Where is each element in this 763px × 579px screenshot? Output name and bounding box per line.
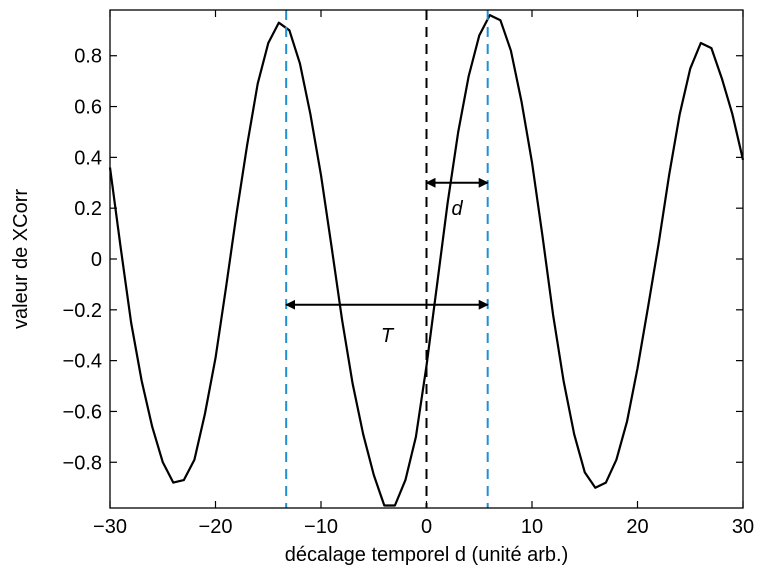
- annotation-label-T: T: [381, 325, 395, 347]
- y-tick-label: 0.2: [74, 198, 102, 220]
- y-tick-label: 0: [91, 249, 102, 271]
- y-tick-label: 0.6: [74, 97, 102, 119]
- x-tick-label: −30: [93, 516, 127, 538]
- plot-area: [108, 14, 745, 507]
- annotation-label-d: d: [452, 198, 464, 220]
- x-axis-label: décalage temporel d (unité arb.): [285, 544, 569, 566]
- y-tick-label: −0.8: [63, 452, 102, 474]
- reference-lines: [285, 10, 489, 508]
- y-tick-label: −0.6: [63, 401, 102, 423]
- x-tick-label: 30: [732, 516, 754, 538]
- y-axis-label: valeur de XCorr: [10, 189, 32, 329]
- x-tick-label: 20: [626, 516, 648, 538]
- x-tick-label: −20: [199, 516, 233, 538]
- x-tick-label: 0: [421, 516, 432, 538]
- y-tick-label: −0.2: [63, 300, 102, 322]
- y-tick-label: −0.4: [63, 351, 102, 373]
- y-tick-label: 0.4: [74, 147, 102, 169]
- annotations: dT: [285, 177, 489, 347]
- y-tick-label: 0.8: [74, 46, 102, 68]
- series-line-0: [108, 14, 745, 507]
- x-tick-label: −10: [304, 516, 338, 538]
- x-tick-label: 10: [521, 516, 543, 538]
- ticks: −30 −20 −10 0 10 20 30 −0.8 −0.6 −0.4 −0.2 0 0.2 0.4 0…: [63, 10, 754, 538]
